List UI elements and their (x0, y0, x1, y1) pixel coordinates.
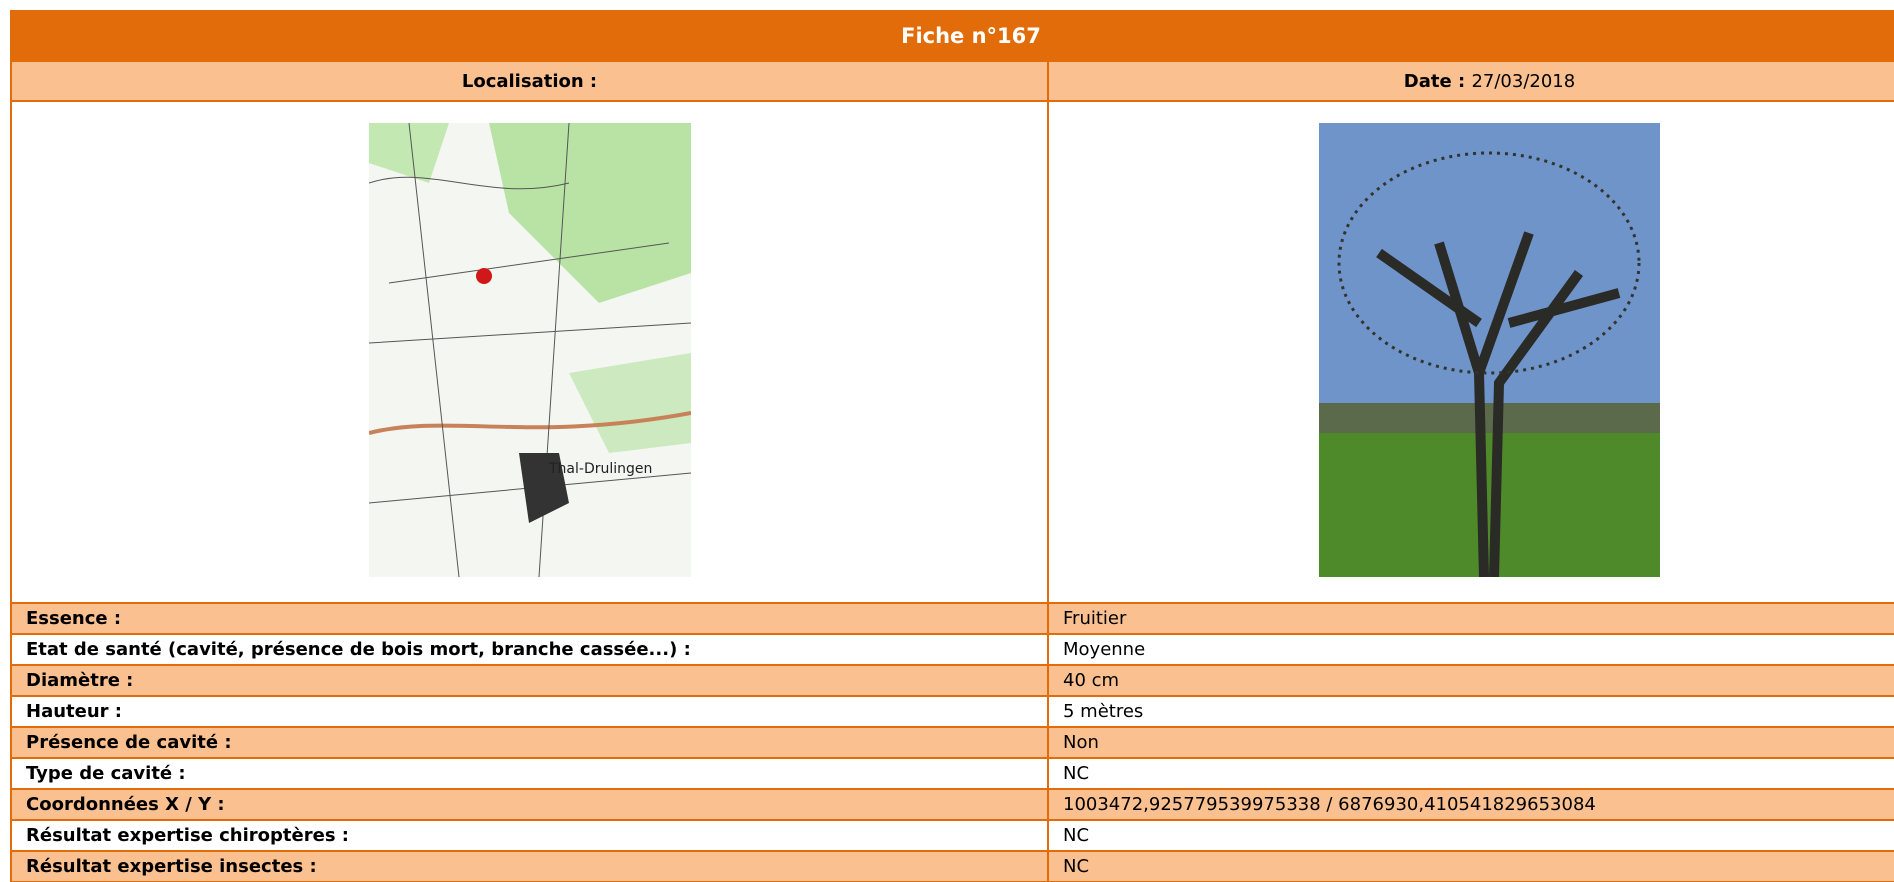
field-label: Essence : (10, 602, 1049, 635)
field-value: Moyenne (1047, 633, 1894, 666)
field-row: Présence de cavité : Non (10, 726, 1894, 759)
field-row: Diamètre :40 cm (10, 664, 1894, 697)
location-label: Localisation : (10, 60, 1049, 102)
field-value: 1003472,925779539975338 / 6876930,410541… (1047, 788, 1894, 821)
field-row: Résultat expertise chiroptères : NC (10, 819, 1894, 852)
field-value: NC (1047, 819, 1894, 852)
field-label: Résultat expertise insectes : (10, 850, 1049, 882)
tree-photo (1319, 122, 1660, 577)
field-value: NC (1047, 850, 1894, 882)
field-value: Non (1047, 726, 1894, 759)
record-table: Fiche n°167 Localisation : Date : 27/03/… (10, 10, 1894, 882)
field-label: Présence de cavité : (10, 726, 1049, 759)
field-row: Coordonnées X / Y :1003472,9257795399753… (10, 788, 1894, 821)
svg-text:Thal-Drulingen: Thal-Drulingen (548, 461, 652, 477)
title: Fiche n°167 (10, 10, 1894, 62)
date-cell: Date : 27/03/2018 (1047, 60, 1894, 102)
field-row: Résultat expertise insectes : NC (10, 850, 1894, 882)
field-label: Diamètre : (10, 664, 1049, 697)
field-value: NC (1047, 757, 1894, 790)
field-row: Essence : Fruitier (10, 602, 1894, 635)
field-row: Type de cavité : NC (10, 757, 1894, 790)
field-value: 5 mètres (1047, 695, 1894, 728)
field-label: Type de cavité : (10, 757, 1049, 790)
date-value: 27/03/2018 (1471, 70, 1576, 92)
date-label: Date : (1403, 70, 1466, 92)
field-value: 40 cm (1047, 664, 1894, 697)
field-label: Résultat expertise chiroptères : (10, 819, 1049, 852)
field-row: Etat de santé (cavité, présence de bois … (10, 633, 1894, 666)
field-value: Fruitier (1047, 602, 1894, 635)
map-cell: Thal-Drulingen (10, 100, 1049, 604)
map-image: Thal-Drulingen (368, 122, 691, 577)
field-row: Hauteur :5 mètres (10, 695, 1894, 728)
photo-cell (1047, 100, 1894, 604)
field-label: Coordonnées X / Y : (10, 788, 1049, 821)
field-label: Etat de santé (cavité, présence de bois … (10, 633, 1049, 666)
field-label: Hauteur : (10, 695, 1049, 728)
